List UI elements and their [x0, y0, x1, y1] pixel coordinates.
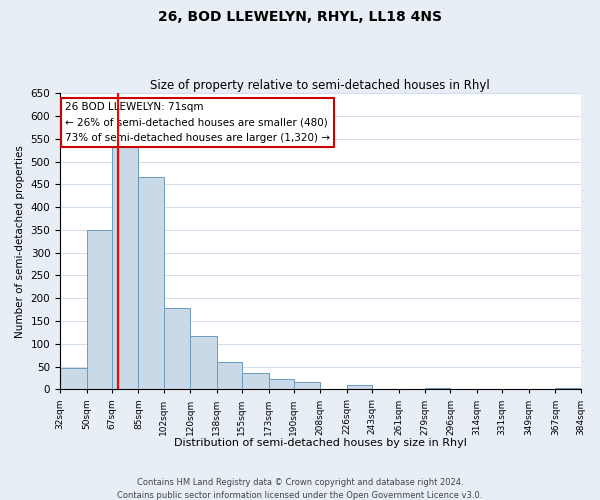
Bar: [425, 388, 451, 390]
Text: Contains HM Land Registry data © Crown copyright and database right 2024.
Contai: Contains HM Land Registry data © Crown c…: [118, 478, 482, 500]
Bar: [293, 382, 320, 390]
Title: Size of property relative to semi-detached houses in Rhyl: Size of property relative to semi-detach…: [151, 79, 490, 92]
Bar: [60, 368, 86, 390]
Y-axis label: Number of semi-detached properties: Number of semi-detached properties: [15, 145, 25, 338]
Bar: [242, 374, 269, 390]
Bar: [269, 380, 293, 390]
X-axis label: Distribution of semi-detached houses by size in Rhyl: Distribution of semi-detached houses by …: [174, 438, 467, 448]
Bar: [190, 336, 217, 390]
Bar: [86, 230, 112, 390]
Bar: [139, 178, 164, 390]
Bar: [217, 362, 242, 390]
Bar: [164, 308, 190, 390]
Bar: [556, 388, 581, 390]
Text: 26, BOD LLEWELYN, RHYL, LL18 4NS: 26, BOD LLEWELYN, RHYL, LL18 4NS: [158, 10, 442, 24]
Bar: [347, 385, 372, 390]
Text: 26 BOD LLEWELYN: 71sqm
← 26% of semi-detached houses are smaller (480)
73% of se: 26 BOD LLEWELYN: 71sqm ← 26% of semi-det…: [65, 102, 330, 144]
Bar: [112, 144, 139, 390]
